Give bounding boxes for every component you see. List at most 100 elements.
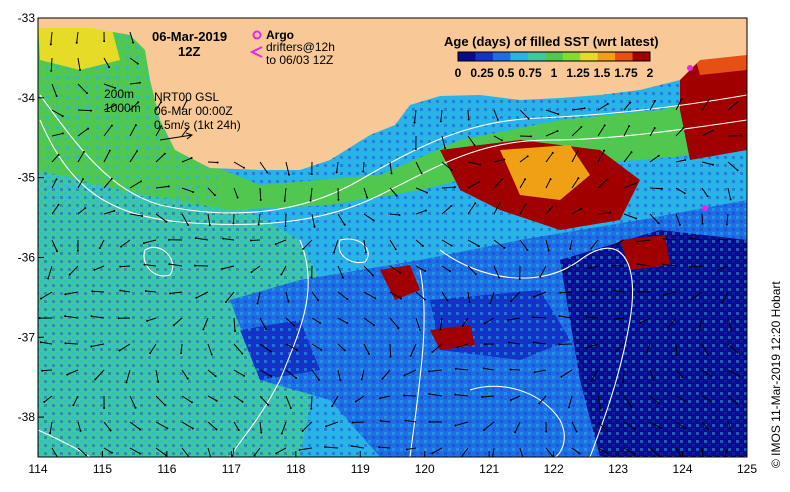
current-vector [91, 315, 105, 319]
product-line-1: NRT00 GSL [154, 90, 219, 104]
current-vector [571, 177, 579, 189]
current-vector-head [110, 177, 113, 180]
current-vector [507, 317, 521, 321]
current-vector [675, 369, 683, 378]
current-vector [302, 239, 313, 250]
current-vector-head [514, 431, 517, 434]
current-vector-head [708, 98, 711, 101]
current-vector-head [503, 158, 506, 161]
current-vector-head [194, 264, 197, 267]
current-vector [103, 210, 115, 215]
current-vector [233, 421, 240, 431]
current-vector [51, 83, 58, 97]
current-vector [207, 213, 211, 226]
current-vector-head [635, 217, 638, 220]
current-vector-head [681, 376, 684, 379]
current-vector [675, 395, 685, 402]
current-vector [69, 265, 79, 276]
current-vector [597, 178, 608, 189]
current-vector [614, 317, 625, 320]
x-tick-label: 117 [222, 462, 241, 476]
current-vector [155, 153, 166, 163]
current-vector [259, 395, 269, 406]
current-vector [663, 238, 677, 241]
current-vector [173, 317, 183, 326]
current-vector [462, 317, 469, 327]
current-vector-head [547, 249, 550, 252]
current-vector [727, 369, 740, 377]
colorbar-tick-label: 1 [551, 66, 558, 80]
current-vector-head [409, 354, 412, 357]
current-vector-head [368, 352, 371, 355]
current-vector-head [389, 355, 392, 358]
current-vector-head [418, 329, 421, 332]
current-vector [302, 421, 313, 432]
current-vector [701, 161, 714, 166]
current-vector-head [523, 459, 525, 461]
current-vector-head [350, 445, 353, 448]
current-vector-head [474, 273, 477, 276]
current-vector [382, 369, 391, 380]
current-vector-head [428, 370, 431, 373]
current-vector-head [49, 432, 52, 435]
current-vector [129, 101, 139, 111]
current-vector [67, 369, 79, 376]
current-vector-head [142, 242, 145, 245]
y-tick-label: -36 [18, 250, 36, 264]
current-vector-head [394, 248, 397, 251]
current-vector [284, 187, 287, 201]
current-vector-head [117, 317, 120, 320]
current-vector-head [231, 458, 233, 460]
current-vector [675, 159, 686, 163]
current-vector [675, 213, 681, 225]
current-vector [415, 239, 424, 247]
current-vector [467, 202, 476, 215]
current-vector-head [372, 219, 375, 222]
current-vector [233, 317, 236, 331]
current-vector [410, 343, 417, 357]
colorbar-tick-label: 0.75 [518, 66, 542, 80]
current-vector-head [381, 377, 384, 380]
current-vector-head [283, 199, 286, 202]
current-vector [649, 187, 662, 190]
current-vector [563, 265, 573, 273]
current-vector-head [143, 263, 146, 266]
colorbar-tick-label: 2 [647, 66, 654, 80]
current-vector [281, 421, 287, 434]
current-vector [310, 395, 313, 409]
current-vector-head [431, 452, 434, 455]
current-vector-head [313, 225, 316, 228]
current-vector [675, 99, 682, 111]
current-vector-head [57, 153, 60, 156]
current-vector-head [606, 452, 609, 455]
current-vector [129, 421, 141, 430]
current-vector-head [109, 429, 112, 432]
current-vector [440, 109, 443, 122]
current-vector-head [371, 274, 374, 277]
current-vector-head [167, 185, 170, 188]
current-vector-head [578, 452, 581, 455]
current-vector-head [729, 198, 732, 201]
current-vector [259, 317, 267, 330]
current-vector-head [61, 115, 64, 118]
current-vector-head [681, 458, 683, 460]
current-vector-head [256, 302, 259, 305]
current-vector-head [603, 149, 606, 152]
current-vector-head [556, 130, 559, 133]
current-vector-head [678, 223, 681, 226]
current-vector [623, 182, 637, 189]
current-vector [389, 265, 401, 274]
colorbar-swatch [458, 52, 476, 61]
current-vector-head [320, 348, 323, 351]
current-vector [103, 421, 112, 431]
current-vector [623, 447, 635, 455]
current-vector [51, 239, 58, 252]
y-tick-label: -38 [18, 410, 36, 424]
current-vector [129, 124, 137, 137]
current-vector [569, 239, 573, 249]
current-vector-head [265, 328, 268, 331]
current-vector [560, 291, 573, 294]
current-vector [143, 239, 157, 244]
current-vector [51, 154, 59, 163]
current-vector [337, 213, 346, 226]
